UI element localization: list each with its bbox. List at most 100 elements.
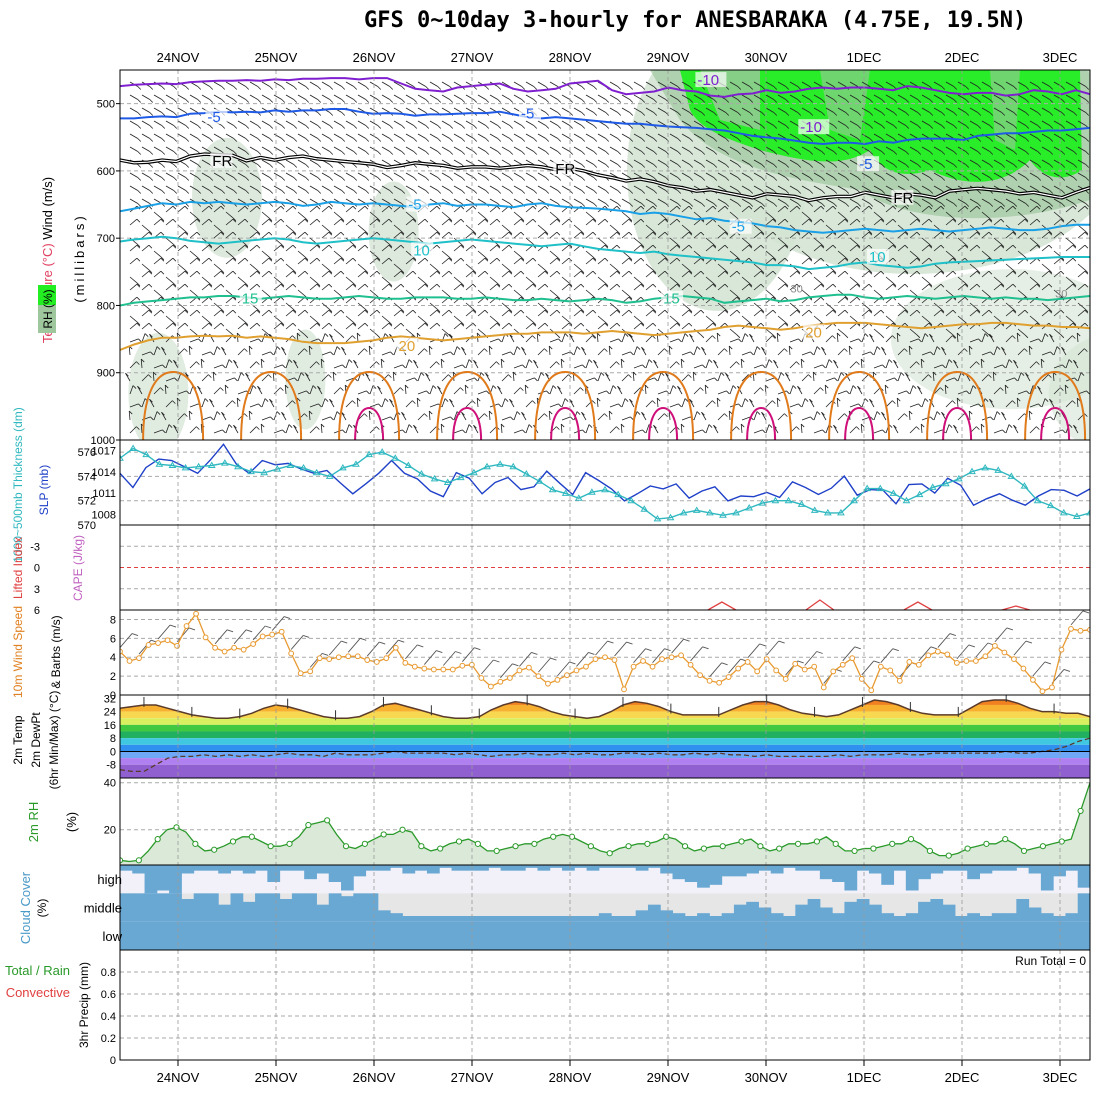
wind-barb <box>489 257 498 265</box>
wind-barb <box>713 151 718 155</box>
wind-barb <box>657 185 666 191</box>
wind-barb <box>1041 94 1050 100</box>
wind-barb <box>737 86 742 90</box>
wind-barb <box>920 358 923 369</box>
thickness-tick: 576 <box>78 447 96 459</box>
wind-barb <box>956 332 961 337</box>
wind-barb <box>412 231 417 236</box>
wind-barb <box>489 198 498 204</box>
wind-barb <box>456 346 461 350</box>
wind-barb <box>712 205 717 210</box>
wind-barb <box>629 99 634 103</box>
wind-barb <box>240 372 245 376</box>
wind-barb <box>1060 231 1065 236</box>
wind-barb <box>633 315 642 323</box>
wind-barb <box>357 146 366 152</box>
wind-barb <box>993 429 1003 434</box>
wind-barb <box>989 125 994 129</box>
wind-barb <box>573 224 582 232</box>
wind-barb <box>185 138 190 142</box>
wind-barb <box>545 138 550 142</box>
wind-barb <box>333 211 342 219</box>
contour-label: -10 <box>800 119 822 136</box>
wind-barb <box>653 138 658 142</box>
wind-barb <box>801 257 810 265</box>
wind-barb <box>441 309 450 317</box>
wind-barb <box>908 345 913 350</box>
isotherm-line <box>338 370 401 440</box>
wind-speed-point <box>183 623 190 629</box>
wind-barb <box>629 86 634 90</box>
wind-barb <box>808 257 813 262</box>
wind-barb <box>1005 198 1014 204</box>
wind-speed-point <box>288 650 295 657</box>
wind-barb <box>948 359 953 363</box>
wind-barb <box>712 283 717 288</box>
wind-barb <box>1068 424 1073 428</box>
wind-barb <box>377 86 382 90</box>
wind-barb <box>1065 237 1074 245</box>
wind-barb <box>556 231 561 236</box>
wind-barb <box>693 364 703 369</box>
wind-barb <box>245 112 250 116</box>
wind-barb <box>532 322 537 327</box>
wind-barb <box>345 315 354 323</box>
wind-barb <box>869 99 874 103</box>
wind-barb <box>904 231 909 236</box>
wind-barb <box>992 371 997 376</box>
wind-barb <box>940 269 945 274</box>
wind-barb <box>796 244 801 249</box>
rh-point <box>305 821 312 829</box>
cape-ylabel-left: Lifted Index <box>11 537 25 599</box>
wind-barb <box>882 429 886 434</box>
wind-barb <box>736 361 740 365</box>
wind-barb <box>813 387 821 395</box>
wind-barb <box>777 120 786 126</box>
wind-barb <box>1029 120 1038 126</box>
wind-barb <box>581 346 585 351</box>
wind-speed-point <box>212 644 218 651</box>
wind-barb <box>844 231 849 236</box>
wind-barb <box>773 99 778 103</box>
wind-barb <box>917 99 922 103</box>
wind-barb <box>532 282 537 287</box>
wind-barb <box>677 190 682 194</box>
wind-barb <box>573 185 582 191</box>
wind-barb <box>260 423 263 434</box>
wind-barb <box>569 333 573 338</box>
wind-barb <box>165 185 174 191</box>
wind-speed-point <box>659 656 665 663</box>
wind-barb <box>525 335 533 343</box>
wind-barb <box>165 377 175 382</box>
wind-barb <box>1005 335 1013 343</box>
wind-barb <box>141 94 150 100</box>
wind-barb <box>705 133 714 139</box>
wind-barb <box>297 218 306 226</box>
wind-barb <box>172 218 177 223</box>
wind-barb <box>1001 151 1006 155</box>
wind-barb <box>669 338 679 343</box>
wind-barb <box>497 86 502 90</box>
wind-barb <box>885 172 894 178</box>
wind-barb <box>669 237 678 245</box>
wind-barb <box>808 231 813 236</box>
wind-barb <box>249 172 258 178</box>
wind-barb <box>1041 107 1050 113</box>
wind-barb <box>297 390 307 395</box>
wind-barb <box>1061 346 1065 351</box>
wind-barb <box>748 257 753 262</box>
wind-barb <box>736 309 741 314</box>
wind-barb <box>330 351 334 356</box>
wind-barb <box>501 283 510 291</box>
wind-barb <box>309 133 318 139</box>
wind-speed-point <box>231 644 238 651</box>
wind-barb <box>381 218 390 226</box>
wind-barb <box>776 332 779 343</box>
wind-barb <box>317 177 322 181</box>
wind-barb <box>213 263 222 271</box>
wind-barb <box>1024 218 1029 223</box>
wind-barb <box>849 107 858 113</box>
wind-barb <box>976 230 981 235</box>
wind-barb <box>604 243 609 248</box>
wind-barb <box>833 424 837 429</box>
